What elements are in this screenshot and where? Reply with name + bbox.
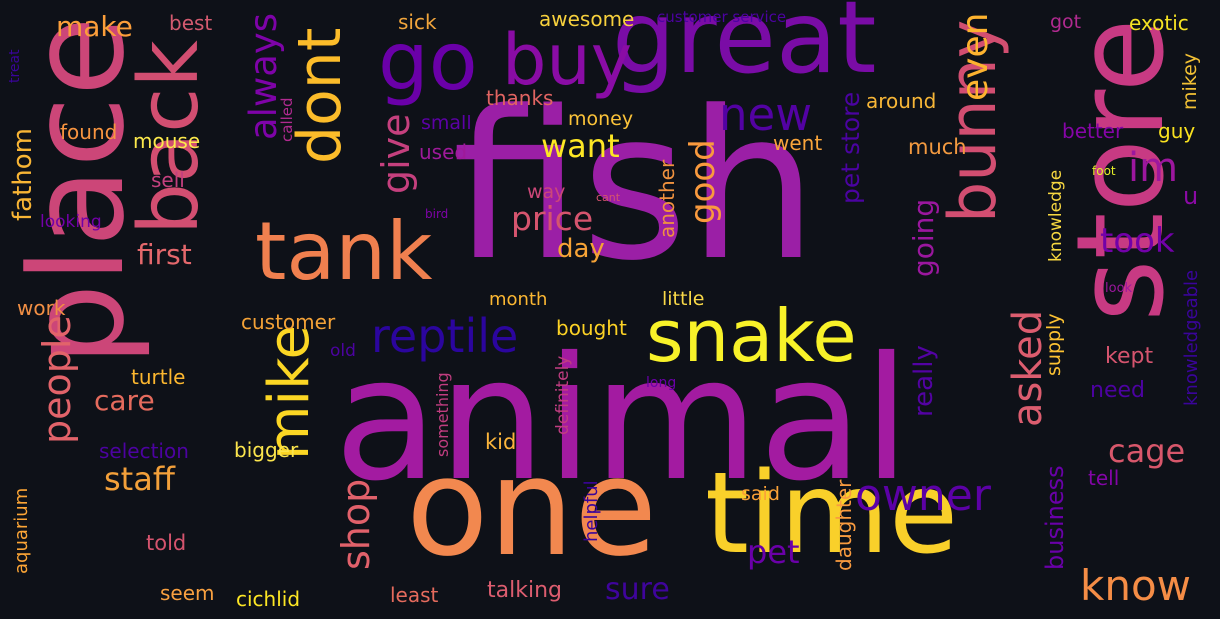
word-sure: sure: [605, 572, 670, 607]
word-care: care: [94, 384, 155, 417]
word-guy: guy: [1158, 119, 1196, 143]
word-got: got: [1050, 11, 1082, 33]
word-little: little: [662, 288, 705, 310]
word-best: best: [169, 11, 213, 35]
word-great: great: [612, 0, 877, 96]
word-mouse: mouse: [133, 129, 201, 153]
word-knowledgeable: knowledgeable: [1181, 269, 1202, 406]
word-go: go: [378, 15, 478, 108]
word-awesome: awesome: [539, 7, 635, 31]
word-knowledge: knowledge: [1046, 169, 1066, 262]
word-exotic: exotic: [1129, 11, 1189, 35]
word-u: u: [1183, 182, 1199, 210]
word-definitely: definitely: [553, 355, 573, 435]
word-buy: buy: [502, 19, 633, 101]
word-used: used: [419, 140, 468, 164]
word-mikey: mikey: [1179, 52, 1201, 110]
word-treat: treat: [7, 49, 23, 83]
word-better: better: [1062, 119, 1124, 143]
word-shop: shop: [334, 478, 378, 570]
word-kept: kept: [1105, 344, 1154, 369]
word-animal: animal: [334, 321, 911, 519]
word-bird: bird: [425, 207, 449, 221]
word-want: want: [541, 127, 620, 165]
word-called: called: [278, 97, 296, 142]
word-business: business: [1041, 465, 1069, 570]
word-going: going: [907, 198, 940, 277]
word-day: day: [557, 234, 605, 264]
word-make: make: [56, 10, 133, 43]
word-kid: kid: [485, 430, 517, 454]
word-seem: seem: [160, 581, 215, 605]
word-found: found: [60, 120, 118, 144]
word-long: long: [646, 375, 677, 391]
word-tank: tank: [255, 205, 433, 298]
word-least: least: [390, 583, 439, 607]
word-supply: supply: [1043, 313, 1065, 376]
word-asked: asked: [1005, 309, 1051, 427]
word-look: look: [1105, 281, 1133, 296]
word-old: old: [330, 341, 356, 361]
word-small: small: [421, 112, 472, 134]
word-took: took: [1100, 221, 1175, 261]
word-sick: sick: [398, 10, 437, 34]
word-way: way: [527, 181, 566, 203]
word-aquarium: aquarium: [11, 487, 32, 574]
word-give: give: [374, 113, 418, 194]
word-people: people: [35, 315, 79, 444]
word-need: need: [1090, 378, 1145, 403]
word-tell: tell: [1088, 466, 1120, 490]
word-bought: bought: [556, 316, 627, 340]
word-customer-service: customer service: [657, 8, 787, 26]
word-month: month: [489, 289, 548, 310]
word-sell: sell: [151, 168, 185, 192]
word-even: even: [955, 12, 996, 101]
word-much: much: [908, 135, 967, 159]
word-foot: foot: [1092, 164, 1116, 178]
word-snake: snake: [646, 294, 857, 378]
word-first: first: [137, 238, 192, 271]
word-customer: customer: [241, 310, 336, 334]
word-selection: selection: [99, 439, 189, 463]
word-pet: pet: [747, 533, 800, 571]
word-cage: cage: [1108, 432, 1186, 470]
word-went: went: [773, 131, 823, 155]
word-looking: looking: [40, 212, 102, 232]
word-cichlid: cichlid: [236, 587, 301, 611]
word-owner: owner: [855, 470, 991, 521]
word-one: one: [406, 429, 658, 586]
word-work: work: [17, 296, 66, 320]
word-bigger: bigger: [234, 438, 299, 462]
word-pet-store: pet store: [836, 91, 865, 204]
word-thanks: thanks: [486, 86, 554, 110]
word-time: time: [705, 449, 959, 579]
word-always: always: [242, 12, 285, 140]
word-price: price: [511, 199, 594, 238]
word-turtle: turtle: [131, 365, 186, 389]
word-staff: staff: [104, 460, 175, 498]
word-daughter: daughter: [832, 479, 856, 571]
word-new: new: [719, 88, 813, 141]
word-fish: fish: [452, 68, 818, 306]
word-reptile: reptile: [371, 309, 519, 363]
word-told: told: [146, 531, 187, 555]
word-good: good: [683, 139, 723, 224]
word-talking: talking: [487, 578, 562, 603]
word-said: said: [741, 483, 780, 505]
word-another: another: [655, 159, 679, 238]
word-know: know: [1080, 561, 1191, 610]
word-something: something: [433, 372, 452, 457]
word-money: money: [568, 108, 634, 130]
word-around: around: [866, 89, 937, 113]
word-im: im: [1128, 145, 1179, 191]
word-fathom: fathom: [8, 128, 38, 221]
word-really: really: [909, 345, 939, 417]
word-helpful: helpful: [581, 480, 602, 542]
word-dont: dont: [285, 27, 355, 164]
word-cant: cant: [596, 191, 621, 204]
